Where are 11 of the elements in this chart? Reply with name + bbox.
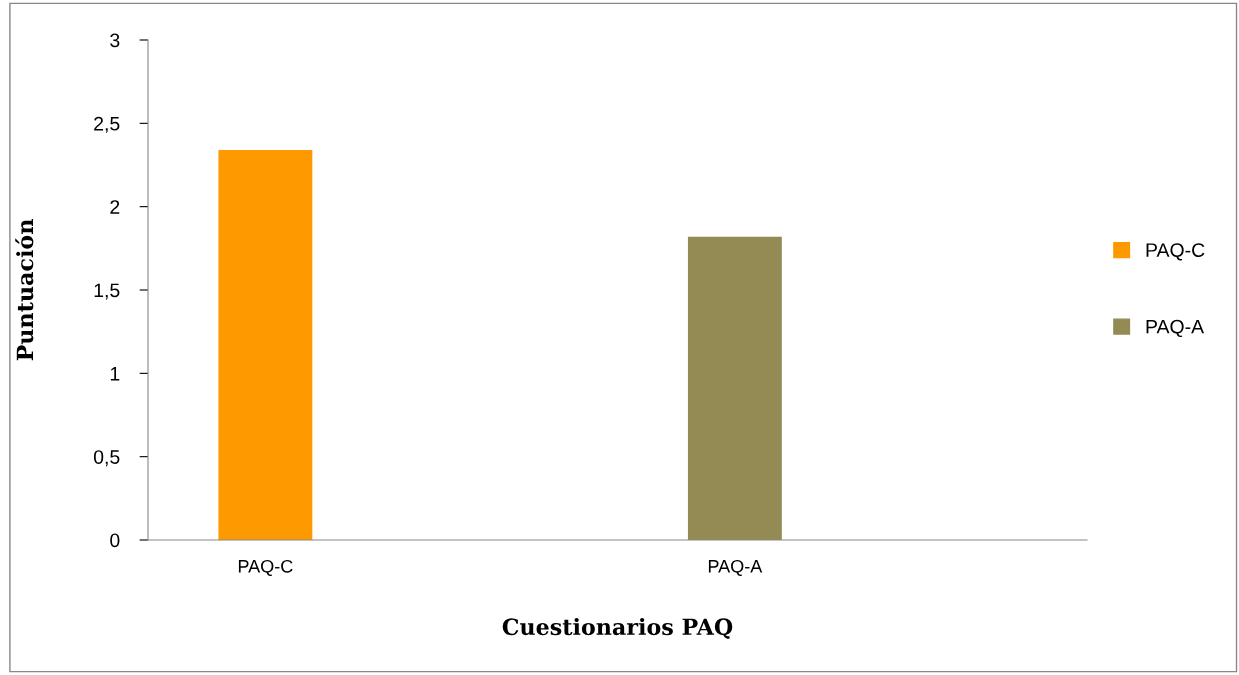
y-tick-label: 2,5 <box>94 116 120 133</box>
y-tick-label: 2 <box>110 200 120 214</box>
legend-label: PAQ-A <box>1146 319 1205 338</box>
y-tick-label: 1 <box>110 367 120 381</box>
y-tick-label: 0,5 <box>93 450 120 467</box>
y-tick-label: 3 <box>110 33 120 48</box>
y-axis-title: Puntuación <box>15 219 34 361</box>
x-axis-title: Cuestionarios PAQ <box>502 617 733 639</box>
legend-label: PAQ-C <box>1146 243 1205 261</box>
y-tick-label: 0 <box>110 533 120 548</box>
y-tick-label: 1,5 <box>94 283 120 300</box>
